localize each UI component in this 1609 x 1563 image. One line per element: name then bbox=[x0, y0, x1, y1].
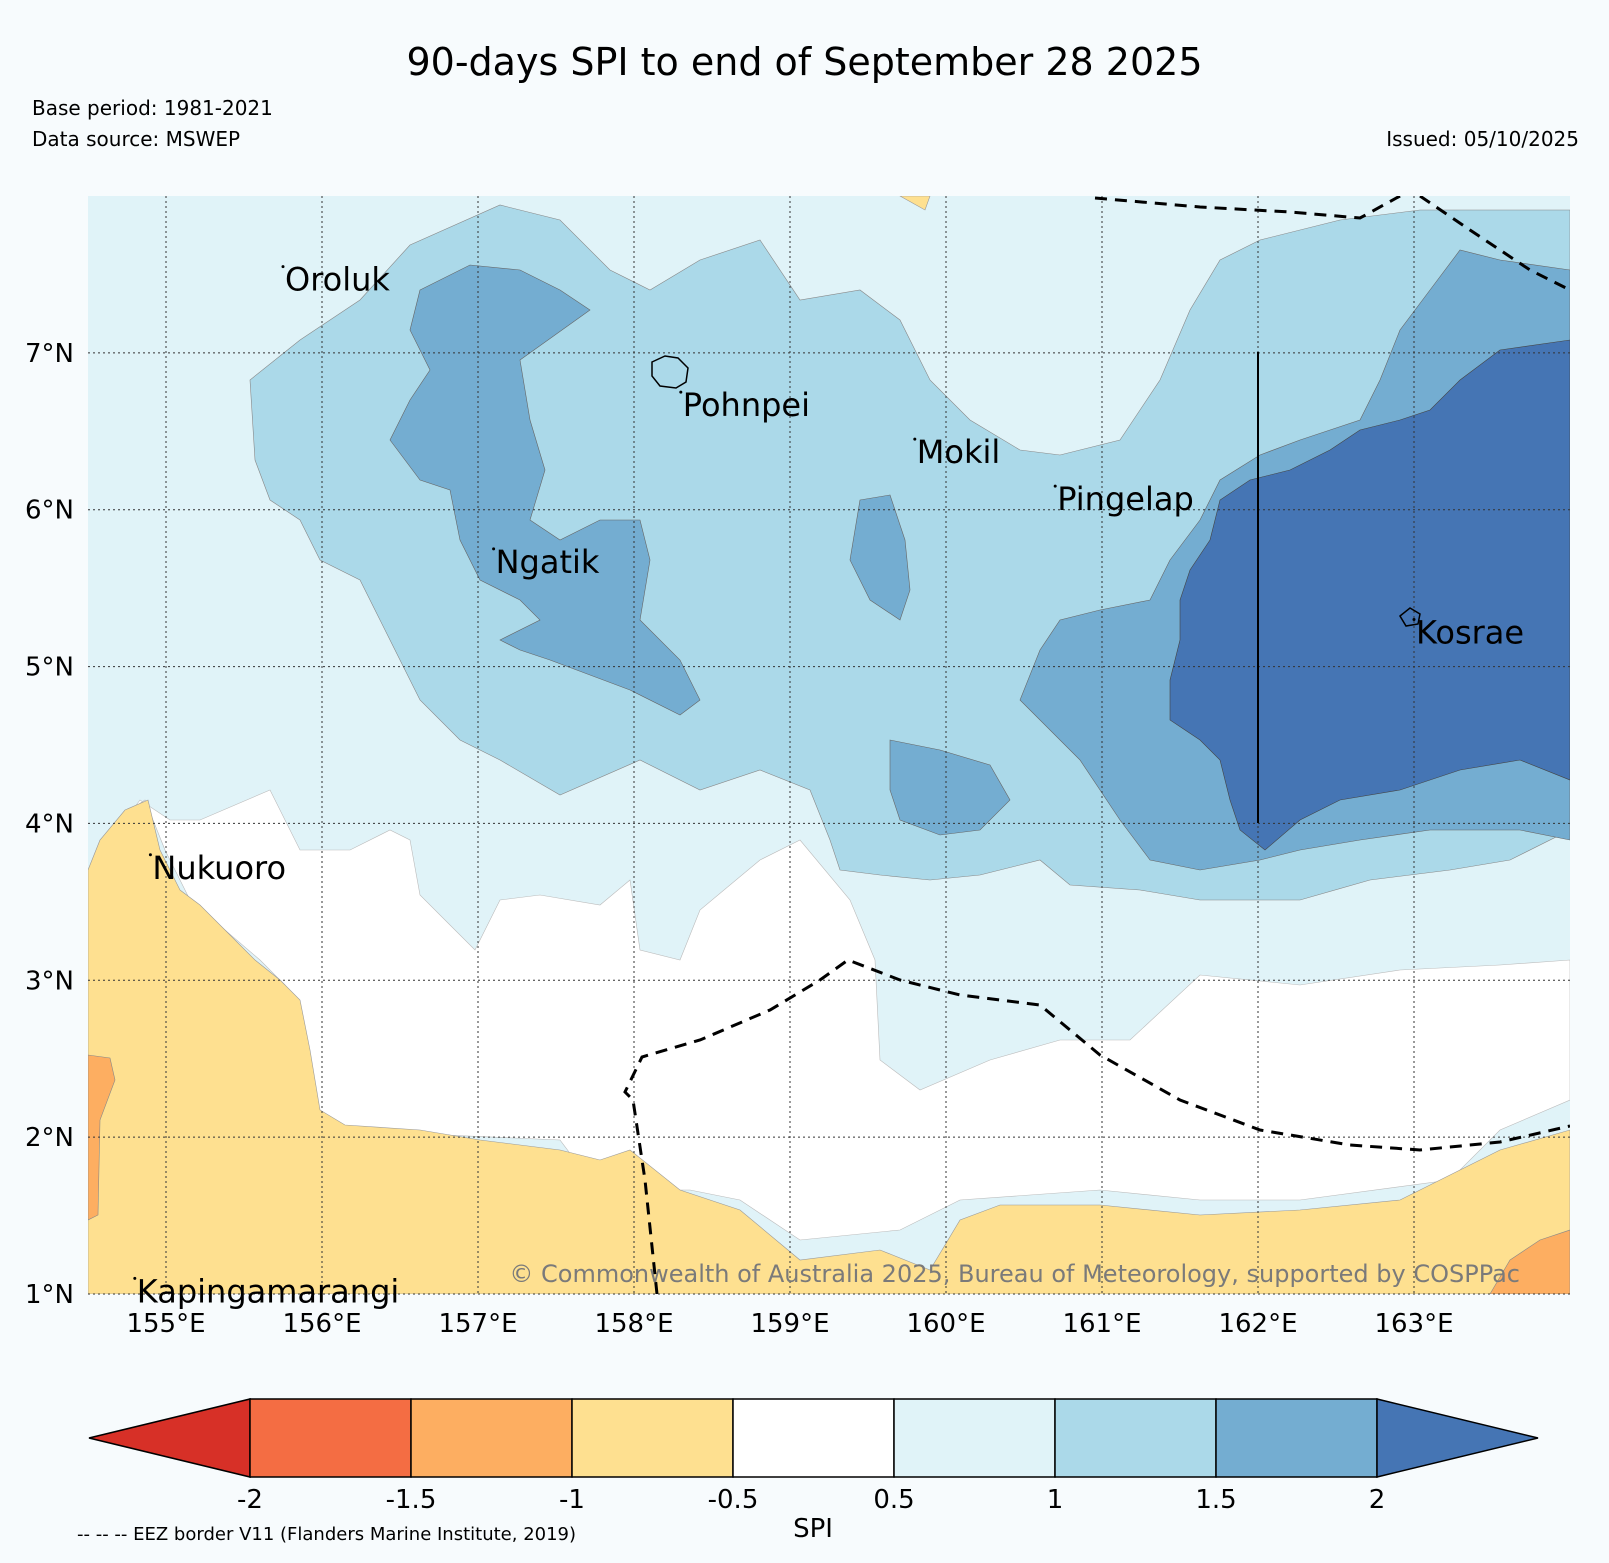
spi-contours bbox=[88, 196, 1570, 1294]
lat-tick-label: 3°N bbox=[25, 966, 74, 996]
lon-tick-label: 155°E bbox=[126, 1309, 205, 1339]
colorbar-extend-high bbox=[1376, 1398, 1539, 1478]
colorbar-tick-label: 0.5 bbox=[873, 1485, 914, 1515]
colorbar-segment bbox=[1215, 1398, 1378, 1478]
colorbar-segment bbox=[1054, 1398, 1217, 1478]
lat-tick-label: 1°N bbox=[25, 1280, 74, 1310]
contour-band-minus1-minus0.5-north bbox=[899, 196, 931, 211]
contour-band-minus1.5-minus1 bbox=[88, 1054, 116, 1221]
lon-tick-label: 157°E bbox=[438, 1309, 517, 1339]
lon-tick-label: 163°E bbox=[1374, 1309, 1453, 1339]
place-label-mokil: Mokil bbox=[917, 433, 1001, 471]
island-marker bbox=[1053, 484, 1057, 488]
kosrae-island-outline bbox=[1399, 607, 1421, 627]
lat-tick-label: 6°N bbox=[25, 496, 74, 526]
map-title: 90-days SPI to end of September 28 2025 bbox=[406, 40, 1203, 84]
island-marker bbox=[281, 265, 285, 269]
colorbar-segment bbox=[571, 1398, 734, 1478]
base-period-text: Base period: 1981-2021 bbox=[32, 96, 273, 120]
eez-borders bbox=[623, 196, 1570, 1294]
place-label-kosrae: Kosrae bbox=[1416, 614, 1524, 652]
issued-date-text: Issued: 05/10/2025 bbox=[1386, 127, 1579, 151]
colorbar-tick-label: -1 bbox=[559, 1485, 585, 1515]
lon-tick-label: 159°E bbox=[750, 1309, 829, 1339]
colorbar-segment bbox=[732, 1398, 895, 1478]
lat-tick-label: 5°N bbox=[25, 653, 74, 683]
colorbar-tick-label: -2 bbox=[237, 1485, 263, 1515]
island-marker bbox=[492, 547, 496, 551]
lon-tick-label: 156°E bbox=[282, 1309, 361, 1339]
lon-tick-label: 162°E bbox=[1218, 1309, 1297, 1339]
contour-band-minus1-minus0.5 bbox=[88, 799, 1570, 1294]
contour-band-1.5-2-west bbox=[389, 264, 701, 716]
lon-tick-label: 160°E bbox=[906, 1309, 985, 1339]
colorbar-segment bbox=[249, 1398, 412, 1478]
axis-labels: 155°E 156°E 157°E 158°E 159°E 160°E 161°E 162°E… bbox=[25, 339, 1454, 1339]
place-label-pingelap: Pingelap bbox=[1057, 480, 1194, 518]
island-marker bbox=[1412, 618, 1416, 622]
eez-border-north bbox=[1094, 196, 1401, 220]
data-source-text: Data source: MSWEP bbox=[32, 127, 241, 151]
colorbar-tick-label: 1 bbox=[1047, 1485, 1064, 1515]
colorbar-tick-label: 2 bbox=[1369, 1485, 1386, 1515]
place-label-nukuoro: Nukuoro bbox=[152, 849, 286, 887]
contour-band-1.5-2-center bbox=[849, 494, 911, 621]
island-marker bbox=[913, 437, 917, 441]
eez-border-northeast bbox=[1419, 196, 1570, 292]
spi-colorbar: -2 -1.5 -1 -0.5 0.5 1 1.5 2 bbox=[88, 1398, 1539, 1515]
island-marker bbox=[133, 1276, 137, 1280]
place-labels: Oroluk Pohnpei Mokil Pingelap Ngatik Kosrae Nu… bbox=[133, 261, 1524, 1310]
lat-tick-label: 2°N bbox=[25, 1123, 74, 1153]
lat-tick-label: 4°N bbox=[25, 809, 74, 839]
place-label-oroluk: Oroluk bbox=[285, 261, 390, 299]
lon-tick-label: 161°E bbox=[1062, 1309, 1141, 1339]
island-marker bbox=[148, 853, 152, 857]
lat-tick-label: 7°N bbox=[25, 339, 74, 369]
place-label-kapingamarangi: Kapingamarangi bbox=[137, 1272, 399, 1310]
eez-border-south bbox=[623, 958, 1570, 1294]
eez-note-text: -- -- -- EEZ border V11 (Flanders Marine… bbox=[77, 1524, 576, 1545]
colorbar-tick-label: 1.5 bbox=[1195, 1485, 1236, 1515]
colorbar-tick-label: -0.5 bbox=[708, 1485, 759, 1515]
place-label-pohnpei: Pohnpei bbox=[683, 386, 810, 424]
colorbar-label: SPI bbox=[793, 1514, 833, 1544]
contour-band-minus1.5-minus1-se bbox=[1489, 1229, 1570, 1294]
contour-band-above-2 bbox=[1169, 339, 1570, 851]
colorbar-segment bbox=[893, 1398, 1056, 1478]
colorbar-extend-low bbox=[88, 1398, 251, 1478]
colorbar-segment bbox=[410, 1398, 573, 1478]
colorbar-tick-label: -1.5 bbox=[386, 1485, 437, 1515]
lon-tick-label: 158°E bbox=[594, 1309, 673, 1339]
place-label-ngatik: Ngatik bbox=[496, 543, 600, 581]
island-marker bbox=[679, 390, 683, 394]
contour-band-1.5-2-south bbox=[889, 739, 1011, 836]
copyright-text: © Commonwealth of Australia 2025, Bureau… bbox=[509, 1260, 1520, 1288]
pohnpei-island-outline bbox=[651, 355, 689, 389]
